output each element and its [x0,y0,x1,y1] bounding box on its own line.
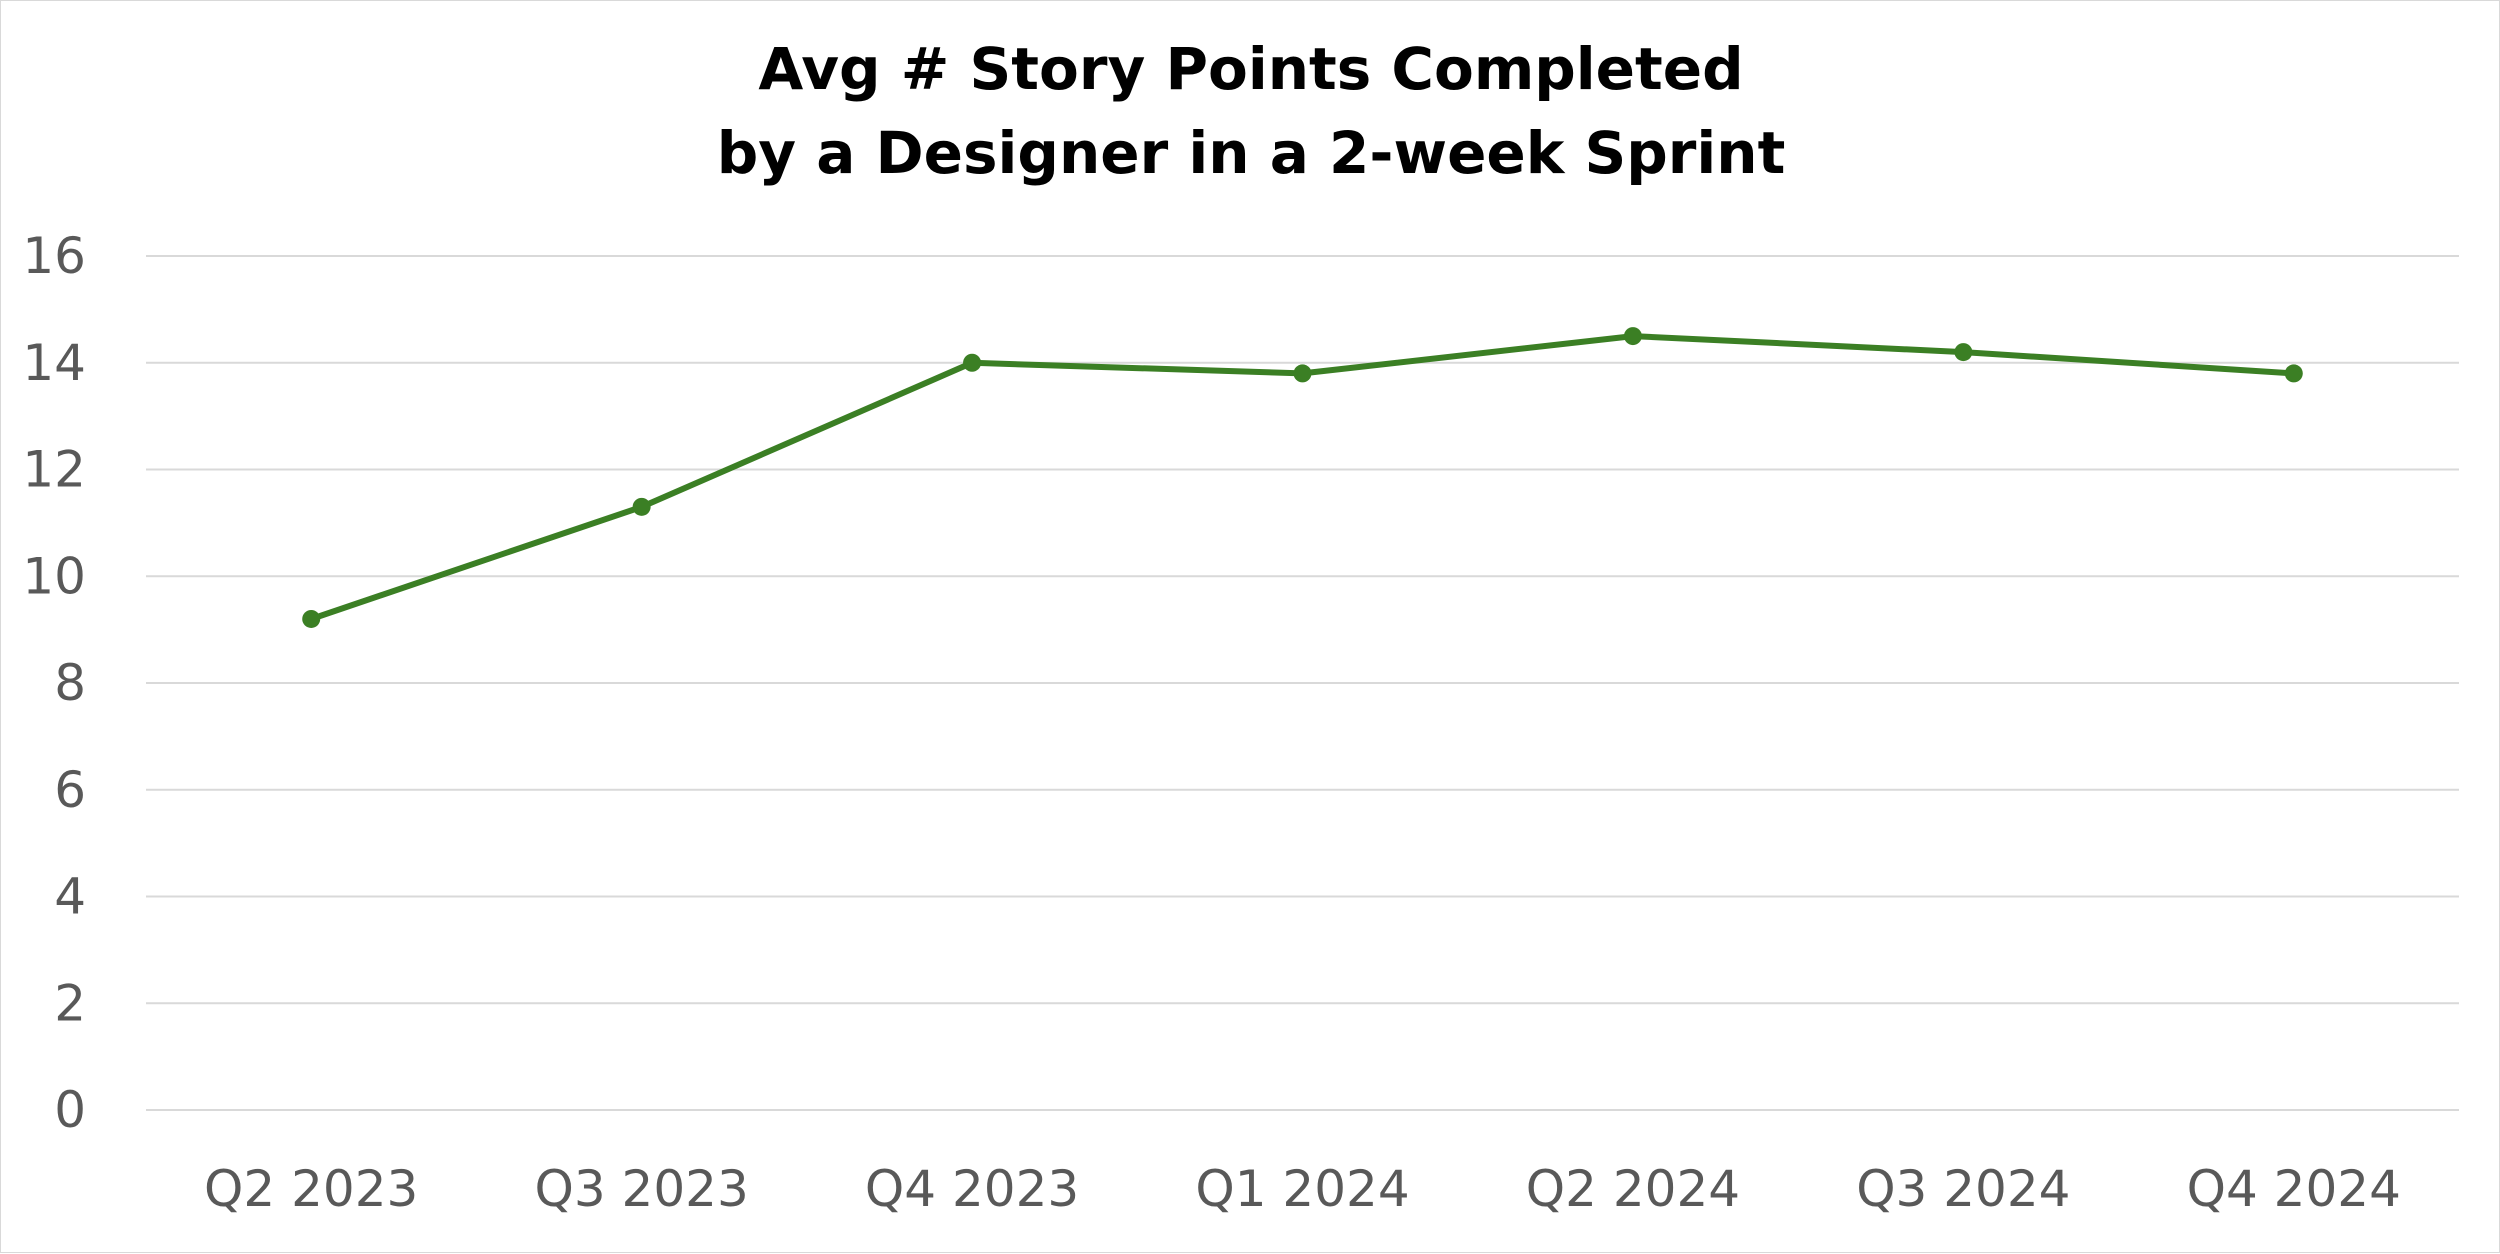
y-tick-label: 14 [22,334,86,392]
x-axis-tick-labels: Q2 2023 Q3 2023 Q4 2023 Q1 2024 Q2 2024 Q3 20… [204,1160,2401,1218]
x-tick-label: Q1 2024 [1195,1160,1409,1218]
y-axis-tick-labels: 0 2 4 6 8 10 12 14 16 [22,227,86,1139]
x-tick-label: Q2 2024 [1526,1160,1740,1218]
y-tick-label: 8 [54,654,86,712]
x-tick-label: Q3 2024 [1856,1160,2070,1218]
data-point [632,497,651,516]
series-group [302,327,2303,628]
chart-title-line-1: Avg # Story Points Completed [758,35,1743,103]
y-tick-label: 0 [54,1081,86,1139]
data-point [1954,343,1973,362]
x-tick-label: Q3 2023 [534,1160,748,1218]
data-point [1623,327,1642,346]
gridlines [146,255,2459,1111]
y-tick-label: 6 [54,761,86,819]
y-tick-label: 4 [54,868,86,926]
x-tick-label: Q4 2023 [865,1160,1079,1218]
y-tick-label: 12 [22,441,86,499]
x-tick-label: Q4 2024 [2187,1160,2401,1218]
y-tick-label: 16 [22,227,86,285]
chart-title-line-2: by a Designer in a 2-week Sprint [717,119,1786,187]
data-point [1293,364,1312,383]
data-point [302,609,321,628]
data-point [963,353,982,372]
y-tick-label: 2 [54,974,86,1032]
data-point [2284,364,2303,383]
x-tick-label: Q2 2023 [204,1160,418,1218]
y-tick-label: 10 [22,547,86,605]
